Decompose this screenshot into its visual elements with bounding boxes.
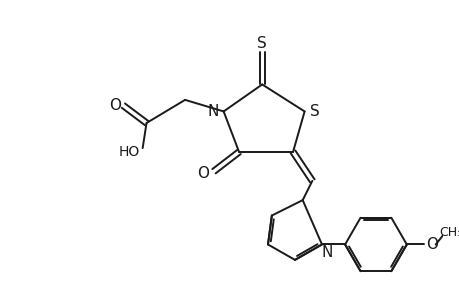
- Text: HO: HO: [118, 145, 140, 159]
- Text: S: S: [257, 37, 267, 52]
- Text: S: S: [310, 104, 319, 119]
- Text: CH₃: CH₃: [439, 226, 459, 239]
- Text: O: O: [425, 237, 437, 252]
- Text: O: O: [108, 98, 120, 113]
- Text: O: O: [197, 166, 209, 181]
- Text: N: N: [207, 104, 218, 119]
- Text: N: N: [320, 245, 332, 260]
